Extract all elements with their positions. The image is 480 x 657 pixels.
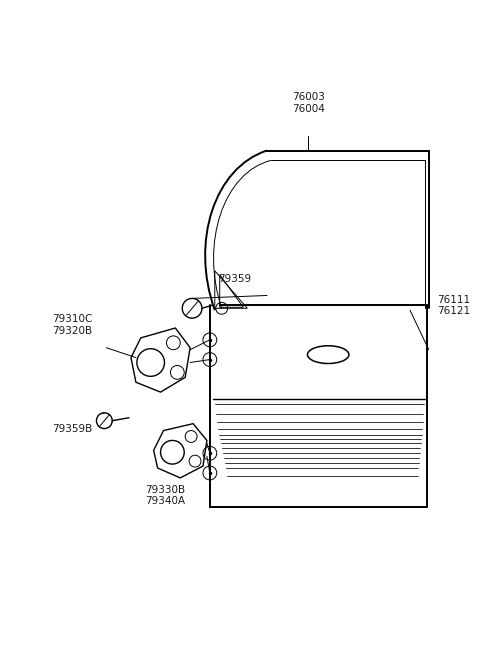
Text: 79359: 79359: [218, 274, 251, 284]
Text: 79310C
79320B: 79310C 79320B: [52, 314, 93, 336]
Text: 79359B: 79359B: [52, 424, 92, 434]
Text: 76111
76121: 76111 76121: [437, 294, 470, 316]
Text: 76003
76004: 76003 76004: [292, 93, 325, 114]
Text: 79330B
79340A: 79330B 79340A: [145, 485, 186, 507]
